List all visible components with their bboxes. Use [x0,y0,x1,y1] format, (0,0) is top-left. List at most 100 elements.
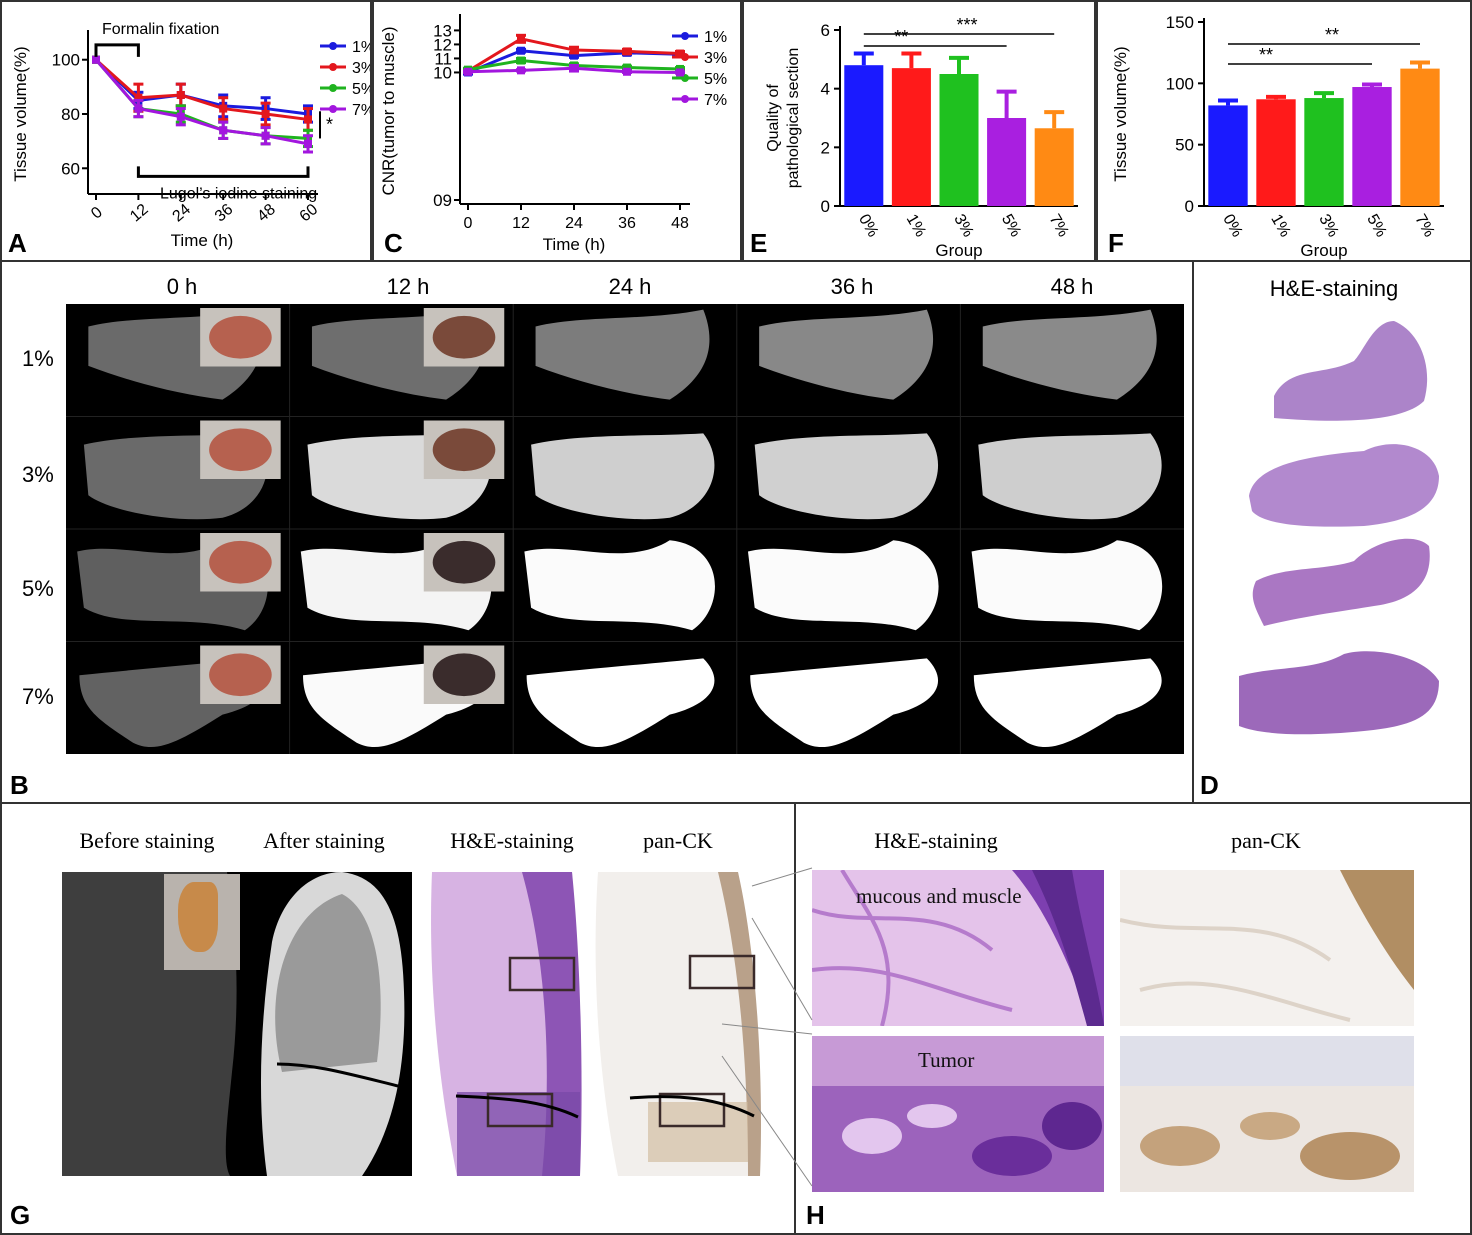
y-tick-label: 4 [821,80,830,99]
x-tick-label: 0 [88,204,106,223]
x-tick-label: 48 [671,215,689,232]
x-tick-label: 24 [169,201,194,226]
panel-label-a: A [8,228,27,258]
bar-1% [1256,99,1296,206]
data-point [570,64,578,73]
significance-star: * [326,114,333,134]
x-tick-label: 0% [1219,211,1245,240]
y-tick-label: 50 [1175,136,1194,155]
legend-label: 1% [352,39,370,56]
ct-cell-r1-c4 [759,309,934,400]
x-tick-label: 36 [212,201,237,226]
data-point [570,51,578,60]
row-label-5pct: 5% [22,576,54,601]
significance-label: ** [1325,25,1339,45]
x-tick-label: 7% [1411,211,1437,240]
data-point [623,67,631,76]
panel-label-d: D [1200,770,1219,800]
chart-f: 0 50 100 150 0% 1% 3% 5% 7% Group ** ** Tissue volum… [1111,13,1444,260]
ct-before-staining [62,872,412,1176]
chart-a: 60 80 100 0 12 24 36 48 60 Time (h) Tissue volume(… [11,21,370,250]
data-point [517,66,525,75]
ct-cell-r2-c5 [978,433,1162,520]
g-header-before: Before staining [79,828,215,853]
panel-label-f: F [1108,228,1124,258]
y-axis-title-line2: pathological section [785,48,802,189]
significance-label: ** [894,27,908,47]
panck-mucous-muscle-zoom [1120,870,1414,1026]
x-tick-label: 7% [1045,211,1071,240]
panel-b: 0 h 12 h 24 h 36 h 48 h 1% 3% 5% 7% B [0,260,1194,804]
x-tick-label: 3% [950,211,976,240]
ct-cell-r3-c4 [747,540,939,631]
significance-label: *** [956,15,977,35]
data-point [570,46,578,55]
specimen-tissue [432,540,496,584]
y-tick-label: 12 [433,35,452,54]
y-tick-label: 0 [821,197,830,216]
data-point [219,126,228,135]
data-point [261,131,270,140]
y-tick-label: 6 [821,21,830,40]
y-tick-label: 150 [1166,13,1194,32]
data-point [517,34,525,43]
x-tick-label: 36 [618,215,636,232]
data-point [676,49,684,58]
legend-marker [681,32,689,40]
data-point [623,63,631,72]
y-axis-title: Tissue volume(%) [1111,46,1130,181]
panel-label-g: G [10,1200,31,1230]
y-tick-label: 13 [433,21,452,40]
legend-label: 3% [352,60,370,77]
data-point [304,139,312,148]
data-point [176,91,185,99]
legend-label: 5% [704,71,727,88]
specimen-photo [164,874,240,970]
annotation-lugol: Lugol’s iodine staining [160,185,317,202]
ct-cell-r4-c3 [526,658,715,748]
g-header-panck: pan-CK [643,828,713,853]
ct-cell-r4-c4 [750,658,939,748]
legend-marker [329,42,337,50]
h-header-panck: pan-CK [1231,828,1301,853]
data-point [517,46,525,55]
annotation-formalin: Formalin fixation [102,21,219,38]
legend-marker [329,105,337,113]
time-header-12h: 12 h [386,274,430,299]
g-header-he: H&E-staining [450,828,574,853]
time-header-48h: 48 h [1050,274,1094,299]
x-tick-label: 12 [512,215,530,232]
bar-3% [1304,98,1344,206]
specimen-tissue [209,315,272,359]
legend-label: 5% [352,81,370,98]
bar-7% [1034,128,1074,206]
time-header-24h: 24 h [608,274,652,299]
he-tumor-zoom: Tumor [812,1036,1104,1192]
mucous-muscle-label: mucous and muscle [856,884,1022,908]
series-line-3% [94,58,309,121]
data-point [176,112,185,121]
x-tick-label: 12 [127,201,152,226]
x-tick-label: 1% [1267,211,1293,240]
y-tick-label: 100 [1166,74,1194,93]
ct-cell-r3-c3 [524,540,715,631]
y-tick-label: 60 [61,159,80,178]
data-point [464,67,472,76]
y-tick-label: 11 [434,49,452,68]
row-label-1pct: 1% [22,346,54,371]
specimen-tissue [432,315,496,359]
panel-label-e: E [750,228,768,258]
legend-marker [329,63,337,71]
series-line-7% [94,58,309,146]
data-point [676,68,684,77]
row-label-7pct: 7% [22,684,54,709]
data-point [134,104,143,113]
significance-label: ** [1259,45,1273,65]
y-tick-label: 09 [433,191,452,210]
x-tick-label: 5% [1363,211,1389,240]
x-tick-label: 1% [903,211,929,240]
legend-marker [681,53,689,61]
x-axis-title: Group [1300,241,1347,260]
formalin-bracket [94,43,140,57]
ct-cell-r2-c3 [531,433,715,520]
